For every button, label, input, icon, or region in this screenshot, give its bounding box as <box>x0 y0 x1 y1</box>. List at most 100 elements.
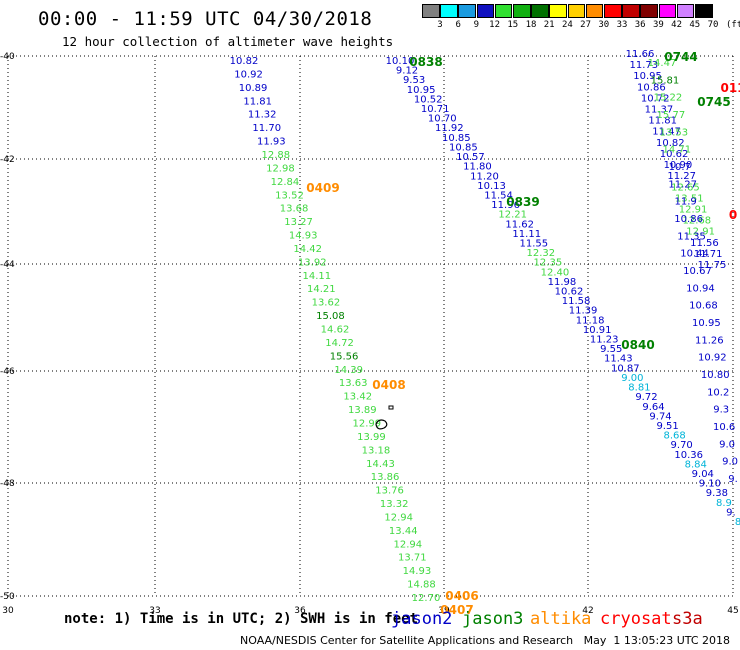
swh-value: 11.43 <box>604 354 633 365</box>
footer-note: note: 1) Time is in UTC; 2) SWH is in fe… <box>64 611 419 627</box>
swh-value: 9.3 <box>713 405 729 416</box>
swh-value: 9. <box>728 474 738 485</box>
swh-value: 8.84 <box>685 459 707 470</box>
color-scale-label: 9 <box>473 20 480 30</box>
swh-value: 15.56 <box>330 351 359 362</box>
color-scale-label: 45 <box>689 20 701 30</box>
color-swatch <box>440 4 458 18</box>
color-scale-label: 3 <box>437 20 443 30</box>
swh-value: 10.95 <box>692 318 721 329</box>
lat-label: -46 <box>0 367 15 377</box>
color-swatch <box>531 4 549 18</box>
swh-value: 12.35 <box>534 258 563 269</box>
color-swatch <box>695 4 713 18</box>
swh-value: 15.08 <box>316 311 345 322</box>
track-0406-0409: 10.82 10.92 10.89 11.81 11.32 11.70 11.93 12.88… <box>230 56 441 604</box>
lon-label: 36 <box>294 606 306 616</box>
pass-time-label: 0408 <box>372 378 405 392</box>
color-scale-label: 6 <box>455 20 461 30</box>
pass-time-label: 011 <box>720 81 740 95</box>
swh-value: 12.88 <box>262 150 291 161</box>
swh-value: 11.27 <box>668 179 697 190</box>
color-scale-label: 18 <box>525 20 537 30</box>
swh-value: 9.0 <box>719 439 735 450</box>
swh-value: 9.10 <box>699 479 721 490</box>
lon-label: 42 <box>582 606 593 616</box>
swh-value: 14.88 <box>407 580 436 591</box>
swh-value: 13.18 <box>362 445 391 456</box>
color-swatch <box>458 4 476 18</box>
swh-value: 12.70 <box>412 593 441 604</box>
swh-value: 8.81 <box>628 383 650 394</box>
lat-label: -50 <box>0 592 15 602</box>
island-outlines <box>375 405 394 430</box>
island-outline <box>375 419 388 430</box>
swh-value: 10.89 <box>239 83 268 94</box>
swh-value: 10.57 <box>456 152 485 163</box>
swh-value: 10.7 <box>669 162 691 173</box>
legend-cryosat: cryosat <box>600 609 672 629</box>
color-swatch <box>476 4 495 18</box>
swh-value: 9.55 <box>600 344 622 355</box>
axis-labels: 30 33 36 39 42 45 -40 -42 -44 -46 -48 -50 <box>0 52 739 616</box>
swh-value: 10.13 <box>477 181 506 192</box>
color-scale-label: 33 <box>616 20 628 30</box>
swh-value: 11.54 <box>484 190 513 201</box>
color-swatch <box>658 4 677 18</box>
swh-value: 10.80 <box>701 370 730 381</box>
swh-value: 9.00 <box>621 373 643 384</box>
swh-value: 13.89 <box>348 405 377 416</box>
color-swatch <box>585 4 604 18</box>
color-scale-label: 42 <box>671 20 683 30</box>
footer-credit: NOAA/NESDIS Center for Satellite Applica… <box>240 634 731 647</box>
swh-value: 13.92 <box>298 257 327 268</box>
pass-time-label: 0839 <box>506 195 539 209</box>
swh-value: 10.90 <box>664 160 693 171</box>
swh-value: 8 <box>735 517 740 528</box>
color-swatch <box>622 4 640 18</box>
color-swatch <box>513 4 531 18</box>
color-scale-label: 30 <box>598 20 610 30</box>
track-0744-0745: 11.6611.7310.9510.8610.7211.3711.8111.47… <box>626 49 727 271</box>
swh-value: 12.98 <box>266 163 295 174</box>
swh-value: 14.71 <box>662 145 691 156</box>
swh-value: 11.9 <box>675 197 697 208</box>
swh-value: 13.76 <box>375 486 404 497</box>
swh-value: 9.64 <box>642 402 664 413</box>
lon-label: 39 <box>438 606 450 616</box>
swh-value: 9.0 <box>722 457 738 468</box>
color-scale-label: 21 <box>543 20 555 30</box>
swh-value: 10.87 <box>611 363 640 374</box>
swh-value: 11.26 <box>695 335 724 346</box>
swh-value: 11.39 <box>569 306 598 317</box>
color-scale-label: 27 <box>580 20 592 30</box>
pass-time-label: 0745 <box>697 95 730 109</box>
color-swatch <box>549 4 567 18</box>
swh-value: 10.95 <box>407 85 436 96</box>
swh-value: 13.71 <box>398 553 427 564</box>
color-scale-label: 24 <box>561 20 573 30</box>
swh-value: 10.6 <box>713 422 735 433</box>
swh-value: 11.35 <box>677 231 706 242</box>
swh-value: 9.70 <box>671 440 693 451</box>
swh-value: 10.85 <box>442 133 471 144</box>
swh-value: 11.73 <box>629 60 658 71</box>
swh-value: 11.47 <box>652 127 681 138</box>
swh-value: 10.86 <box>674 214 703 225</box>
color-scale-label: 12 <box>489 20 501 30</box>
swh-value: 10.82 <box>230 56 259 67</box>
swh-value: 10.70 <box>428 114 457 125</box>
swh-value: 10.44 <box>680 249 709 260</box>
swh-value: 14.93 <box>403 566 432 577</box>
swh-value: 10.62 <box>555 287 584 298</box>
altimeter-tracks: 10.82 10.92 10.89 11.81 11.32 11.70 11.93 12.88… <box>230 49 740 604</box>
swh-value: 11.92 <box>435 123 464 134</box>
swh-value: 12.91 <box>686 227 715 238</box>
swh-value: 11.71 <box>694 249 723 260</box>
swh-value: 10.71 <box>421 104 450 115</box>
swh-value: 14.47 <box>648 58 677 69</box>
color-swatch <box>494 4 513 18</box>
swh-value: 12.91 <box>679 204 708 215</box>
swh-value: 14.72 <box>325 338 354 349</box>
